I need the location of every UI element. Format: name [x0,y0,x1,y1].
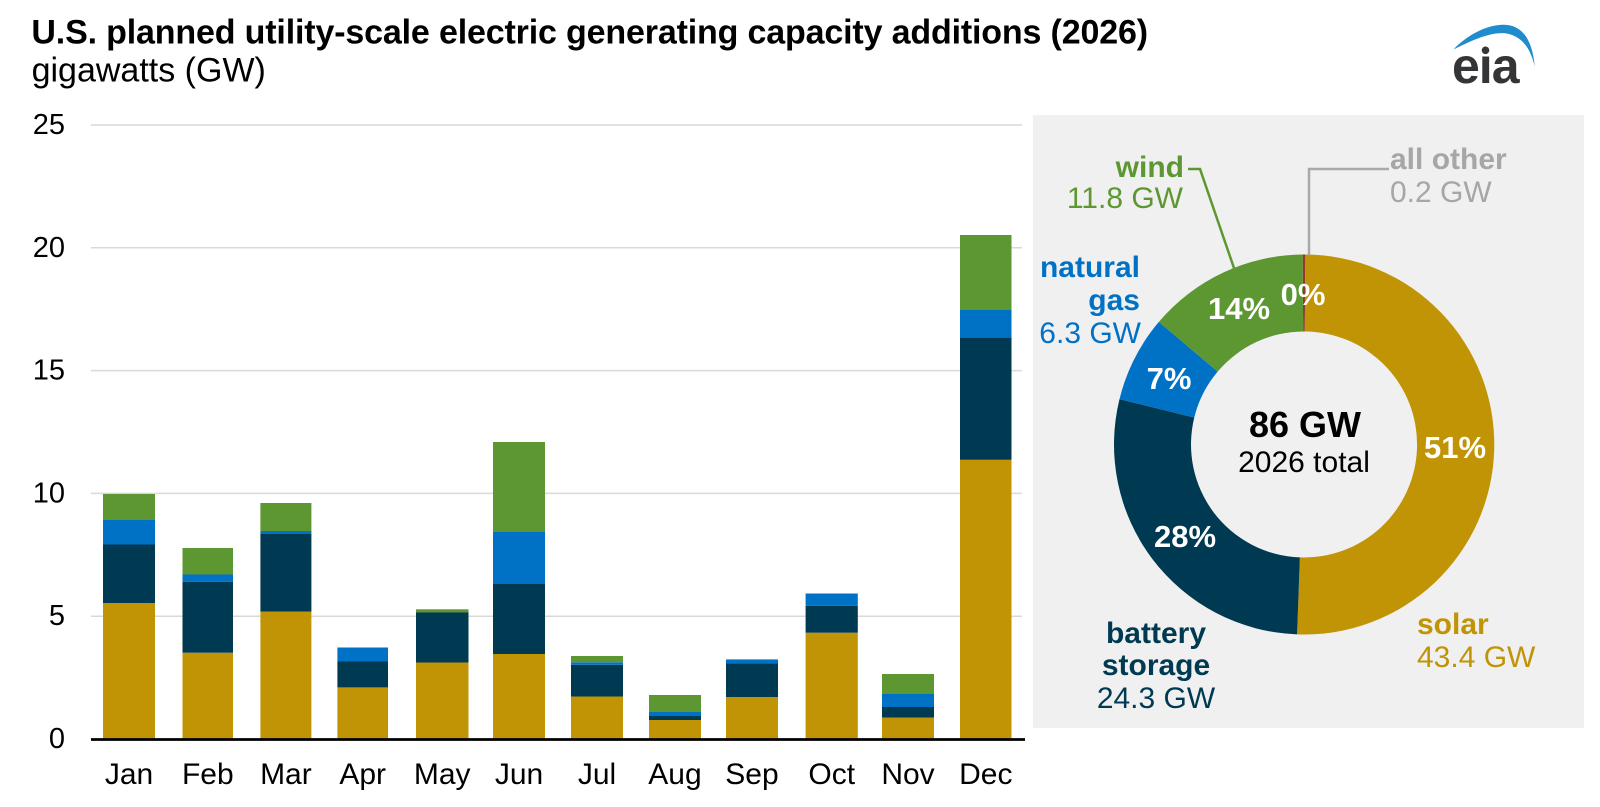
svg-text:0.2 GW: 0.2 GW [1390,176,1492,209]
svg-text:Dec: Dec [959,758,1012,791]
svg-text:Apr: Apr [339,758,386,791]
svg-text:7%: 7% [1147,361,1192,396]
svg-text:wind: wind [1115,151,1184,184]
svg-text:Jan: Jan [105,758,153,791]
svg-text:25: 25 [33,109,65,141]
svg-text:6.3 GW: 6.3 GW [1039,317,1141,350]
svg-text:solar: solar [1417,608,1489,641]
svg-text:U.S. planned utility-scale ele: U.S. planned utility-scale electric gene… [31,14,1148,52]
svg-text:Nov: Nov [881,758,934,791]
svg-text:14%: 14% [1208,291,1270,326]
svg-text:Sep: Sep [725,758,778,791]
svg-text:10: 10 [33,477,65,509]
svg-text:20: 20 [33,232,65,264]
svg-text:0: 0 [49,723,65,755]
svg-text:eıa: eıa [1452,38,1521,94]
svg-text:Feb: Feb [182,758,234,791]
svg-text:gigawatts (GW): gigawatts (GW) [32,52,266,90]
svg-text:0%: 0% [1281,277,1326,312]
svg-text:5: 5 [49,600,65,632]
svg-text:Jul: Jul [578,758,616,791]
svg-text:Oct: Oct [808,758,855,791]
svg-text:Jun: Jun [495,758,543,791]
svg-text:gas: gas [1088,284,1140,317]
svg-text:28%: 28% [1154,519,1216,554]
svg-text:Aug: Aug [648,758,701,791]
svg-text:battery: battery [1106,617,1206,650]
svg-text:2026 total: 2026 total [1238,446,1370,479]
svg-text:May: May [414,758,471,791]
svg-text:86 GW: 86 GW [1249,404,1361,445]
svg-text:15: 15 [33,355,65,387]
svg-text:natural: natural [1040,251,1140,284]
svg-text:43.4 GW: 43.4 GW [1417,641,1536,674]
svg-text:24.3 GW: 24.3 GW [1097,682,1216,715]
svg-text:11.8 GW: 11.8 GW [1067,182,1184,215]
svg-text:51%: 51% [1424,430,1486,465]
svg-text:all other: all other [1390,143,1507,176]
svg-text:Mar: Mar [260,758,312,791]
svg-text:storage: storage [1102,649,1210,682]
